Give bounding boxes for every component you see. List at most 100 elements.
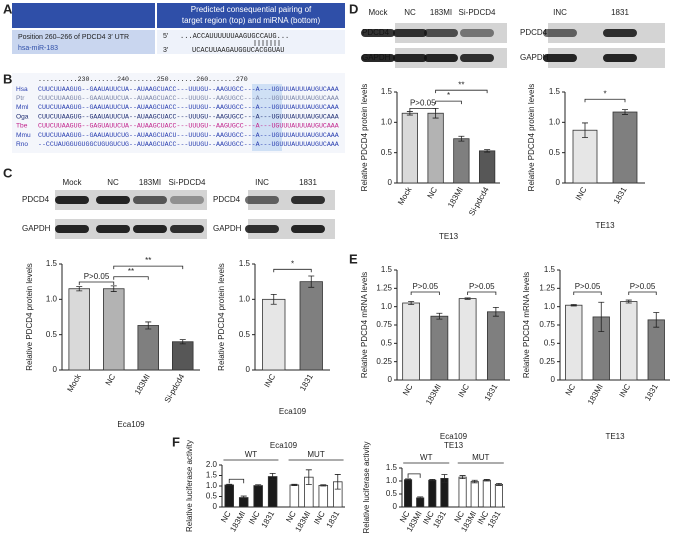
lane-label: Mock xyxy=(368,8,388,17)
position-text: Position 260–266 of PDCD4 3′ UTR xyxy=(18,34,129,41)
error-bar xyxy=(570,304,577,307)
bar xyxy=(137,325,159,371)
y-tick-label: 1.5 xyxy=(386,463,398,472)
error-bar xyxy=(270,293,277,305)
annotation: P>0.05 xyxy=(469,282,495,291)
y-axis-label: Relative luciferase activity xyxy=(362,441,371,533)
bracket xyxy=(573,291,602,295)
x-tick-label: 1831 xyxy=(612,185,629,205)
seq-end: 5′ xyxy=(163,33,169,40)
bracket xyxy=(78,281,115,286)
bar xyxy=(647,319,665,381)
bracket xyxy=(113,265,184,270)
x-tick-label: 183MI xyxy=(424,383,443,407)
error-bar xyxy=(429,479,436,482)
x-tick-label: NC xyxy=(426,185,440,200)
blot-row-label: PDCD4 xyxy=(213,195,241,204)
y-tick-label: 0.5 xyxy=(544,338,556,347)
x-tick-label: NC xyxy=(401,382,415,397)
species: Oga xyxy=(16,113,29,120)
error-bar xyxy=(334,474,341,490)
y-tick-label: 0.75 xyxy=(376,320,392,329)
legend-label: MUT xyxy=(307,450,324,459)
lane-label: NC xyxy=(107,178,119,187)
x-tick-label: Si-pdcd4 xyxy=(467,185,491,217)
mirna-sequence: UCACUUAAGAUGGUCACGGUAU xyxy=(192,47,284,55)
band xyxy=(291,196,325,204)
x-tick-label: NC xyxy=(564,382,578,397)
band xyxy=(245,225,279,233)
lane-label: INC xyxy=(553,8,567,17)
bar xyxy=(565,304,583,381)
bracket xyxy=(467,291,497,295)
y-tick-label: 0.25 xyxy=(539,357,555,366)
annotation: P>0.05 xyxy=(410,98,436,107)
band xyxy=(603,54,637,62)
y-tick-label: 1.5 xyxy=(46,259,58,268)
error-bar xyxy=(255,484,262,487)
error-bar xyxy=(145,321,152,330)
band xyxy=(424,54,458,62)
y-tick-label: 1.0 xyxy=(544,302,556,311)
error-bar xyxy=(622,109,628,115)
band xyxy=(96,225,130,233)
lane-label: 1831 xyxy=(611,8,629,17)
band xyxy=(393,29,427,37)
bar xyxy=(103,288,125,371)
y-tick-label: 1.5 xyxy=(549,87,561,96)
x-tick-label: NC xyxy=(104,372,118,387)
bar xyxy=(478,150,496,184)
legend-label: WT xyxy=(420,453,433,462)
panel-a: Predicted consequential pairing of targe… xyxy=(12,3,345,55)
x-tick-label: INC xyxy=(618,382,633,399)
error-bar xyxy=(308,275,315,288)
bar xyxy=(494,483,503,508)
band xyxy=(133,225,167,233)
y-tick-label: 1.5 xyxy=(381,87,393,96)
legend-label: MUT xyxy=(472,453,489,462)
header-cell xyxy=(157,3,345,28)
y-tick-label: 0.5 xyxy=(381,148,393,157)
species: Ptr xyxy=(16,95,25,102)
bar xyxy=(253,485,263,508)
annotation: * xyxy=(603,89,606,98)
panel-label: F xyxy=(172,434,180,449)
species: Mmu xyxy=(16,132,31,139)
panel-label: B xyxy=(3,71,12,86)
x-tick-label: 1831 xyxy=(325,509,342,529)
bar xyxy=(267,476,278,508)
band xyxy=(543,29,577,37)
bracket xyxy=(435,89,488,94)
species: Rno xyxy=(16,141,28,148)
error-bar xyxy=(110,285,117,292)
bar xyxy=(402,302,420,381)
bar xyxy=(427,112,444,184)
y-tick-label: 1.0 xyxy=(239,294,251,303)
sequence: CUUCUUAAGUG--GAAUAUUCUA--AUAAGCUACC---UU… xyxy=(38,104,339,111)
bar xyxy=(289,484,300,508)
y-tick-label: 0.25 xyxy=(376,357,392,366)
bracket xyxy=(410,291,440,295)
alignment-box xyxy=(12,73,345,153)
blot-strip xyxy=(55,219,207,239)
bar xyxy=(458,298,477,381)
band xyxy=(170,196,204,204)
y-tick-label: 0 xyxy=(53,365,58,374)
x-tick-label: Si-pdcd4 xyxy=(163,372,187,404)
x-axis-label: Eca109 xyxy=(440,432,468,441)
blot-row-label: PDCD4 xyxy=(520,28,548,37)
lane-label: Si-PDCD4 xyxy=(169,178,206,187)
annotation: ** xyxy=(128,267,134,276)
bar xyxy=(453,138,470,184)
annotation: ** xyxy=(458,80,464,89)
bar xyxy=(404,479,413,508)
x-axis-label: TE13 xyxy=(595,221,615,230)
y-tick-label: 0.5 xyxy=(206,492,218,501)
y-tick-label: 0.75 xyxy=(539,320,555,329)
bar xyxy=(401,112,418,184)
y-tick-label: 0.5 xyxy=(239,330,251,339)
bracket xyxy=(584,98,626,103)
error-bar xyxy=(436,312,443,320)
bracket xyxy=(435,100,462,105)
